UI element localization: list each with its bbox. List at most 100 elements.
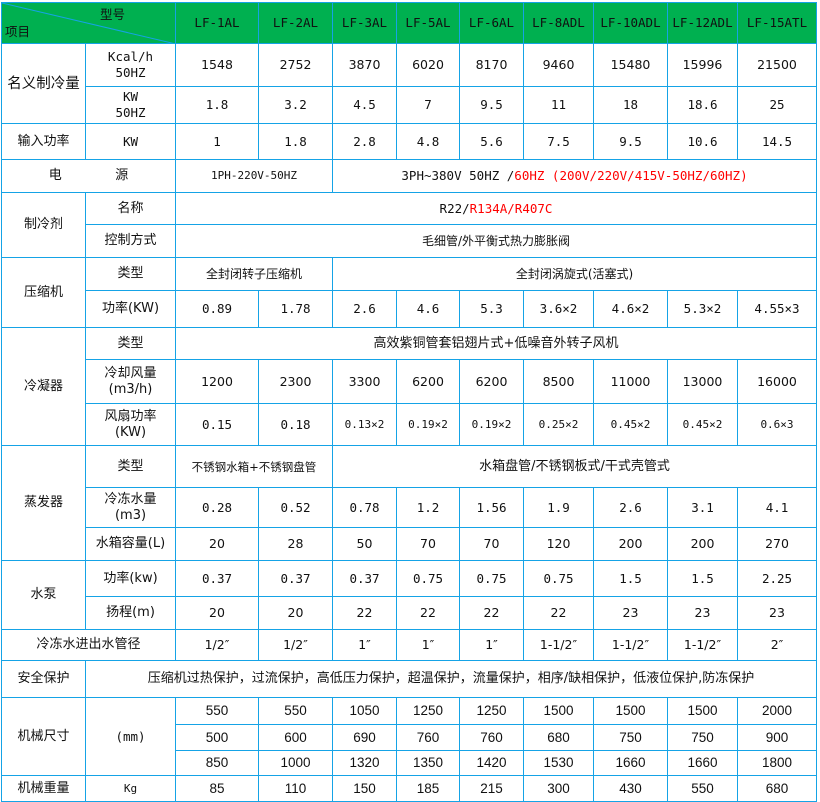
value-cell: 270 <box>737 527 817 561</box>
value-cell: 0.18 <box>258 403 333 446</box>
refrigerant-name-cell: R22/R134A/R407C <box>175 192 817 225</box>
value-cell: 0.75 <box>523 560 594 597</box>
value-cell: 20 <box>175 527 259 561</box>
compressor-type-small: 全封闭转子压缩机 <box>175 257 333 291</box>
value-cell: 4.1 <box>737 487 817 528</box>
value-cell: 6020 <box>396 43 460 87</box>
sub-label: 扬程(m) <box>85 596 176 630</box>
value-cell: 4.6×2 <box>593 290 668 328</box>
value-cell: 1-1/2″ <box>523 629 594 661</box>
weight-label: 机械重量 <box>1 775 86 802</box>
unit-line: Kcal/h <box>107 49 154 64</box>
value-cell: 9.5 <box>593 123 668 160</box>
value-cell: 0.78 <box>332 487 397 528</box>
value-cell: 1530 <box>523 750 594 776</box>
value-cell: 2000 <box>737 697 817 725</box>
value-cell: 5.3×2 <box>667 290 738 328</box>
row-dimensions: 机械尺寸 (mm) 550 550 1050 1250 1250 1500 1500 1500… <box>1 697 817 776</box>
value-cell: 3.2 <box>258 86 333 124</box>
value-cell: 7.5 <box>523 123 594 160</box>
label-part: 电 <box>48 168 62 183</box>
three-phase-text: 3PH~380V 50HZ / <box>401 168 515 183</box>
value-cell: 0.75 <box>396 560 460 597</box>
model-header: LF-10ADL <box>593 2 668 44</box>
value-cell: 215 <box>459 775 524 802</box>
value-cell: 15480 <box>593 43 668 87</box>
row-condenser-type: 冷凝器 类型 高效紫铜管套铝翅片式+低噪音外转子风机 <box>1 327 817 446</box>
value-cell: 1.9 <box>523 487 594 528</box>
label-line: 风扇功率 <box>104 408 157 424</box>
value-cell: 200 <box>667 527 738 561</box>
three-phase-cell: 3PH~380V 50HZ /60HZ (200V/220V/415V-50HZ… <box>332 159 817 193</box>
condenser-label: 冷凝器 <box>1 327 86 446</box>
value-cell: 20 <box>258 596 333 630</box>
evaporator-label: 蒸发器 <box>1 445 86 561</box>
unit-cell: KW 50HZ <box>85 86 176 124</box>
value-cell: 1500 <box>523 697 594 725</box>
evaporator-type-small: 不锈钢水箱+不锈钢盘管 <box>175 445 333 488</box>
value-cell: 4.5 <box>332 86 397 124</box>
sub-label: 冷却风量 (m3/h) <box>85 359 176 404</box>
value-cell: 1.2 <box>396 487 460 528</box>
unit-cell: KW <box>85 123 176 160</box>
weight-unit: Kg <box>85 775 176 802</box>
value-cell: 750 <box>593 724 668 751</box>
value-cell: 18.6 <box>667 86 738 124</box>
dimensions-unit: (mm) <box>85 697 176 776</box>
value-cell: 550 <box>175 697 259 725</box>
value-cell: 0.13×2 <box>332 403 397 446</box>
model-header: LF-15ATL <box>737 2 817 44</box>
value-cell: 1.5 <box>593 560 668 597</box>
value-cell: 85 <box>175 775 259 802</box>
value-cell: 0.15 <box>175 403 259 446</box>
input-power-label: 输入功率 <box>1 123 86 160</box>
value-cell: 4.8 <box>396 123 460 160</box>
value-cell: 1050 <box>332 697 397 725</box>
sub-label: 冷冻水量 (m3) <box>85 487 176 528</box>
value-cell: 760 <box>396 724 460 751</box>
value-cell: 22 <box>396 596 460 630</box>
row-pipe: 冷冻水进出水管径 1/2″ 1/2″ 1″ 1″ 1″ 1-1/2″ 1-1/2″ 1-1/2… <box>1 629 817 661</box>
value-cell: 0.19×2 <box>459 403 524 446</box>
value-cell: 0.37 <box>332 560 397 597</box>
row-evaporator-tank: 水箱容量(L) 20 28 50 70 70 120 200 200 270 <box>2 527 817 561</box>
condenser-type-cell: 高效紫铜管套铝翅片式+低噪音外转子风机 <box>175 327 817 360</box>
unit-cell: Kcal/h 50HZ <box>85 43 176 87</box>
compressor-label: 压缩机 <box>1 257 86 328</box>
value-cell: 23 <box>593 596 668 630</box>
pump-label: 水泵 <box>1 560 86 630</box>
value-cell: 430 <box>593 775 668 802</box>
cooling-label: 名义制冷量 <box>1 43 86 124</box>
value-cell: 70 <box>459 527 524 561</box>
model-header: LF-6AL <box>459 2 524 44</box>
value-cell: 22 <box>332 596 397 630</box>
value-cell: 13000 <box>667 359 738 404</box>
model-label: 型号 <box>99 7 125 22</box>
value-cell: 9460 <box>523 43 594 87</box>
value-cell: 6200 <box>459 359 524 404</box>
row-refrigerant-control: 控制方式 毛细管/外平衡式热力膨胀阀 <box>2 224 817 258</box>
value-cell: 1.8 <box>175 86 259 124</box>
compressor-type-large: 全封闭涡旋式(活塞式) <box>332 257 817 291</box>
value-cell: 3300 <box>332 359 397 404</box>
value-cell: 0.45×2 <box>593 403 668 446</box>
row-safety: 安全保护 压缩机过热保护，过流保护，高低压力保护，超温保护，流量保护，相序/缺相… <box>1 660 817 698</box>
value-cell: 1.78 <box>258 290 333 328</box>
item-label: 项目 <box>5 24 31 39</box>
value-cell: 23 <box>667 596 738 630</box>
row-condenser-fan: 风扇功率 (KW) 0.15 0.18 0.13×2 0.19×2 0.19×2 0.25×… <box>2 403 817 446</box>
row-condenser-airflow: 冷却风量 (m3/h) 1200 2300 3300 6200 6200 8500 11000… <box>2 359 817 404</box>
value-cell: 25 <box>737 86 817 124</box>
value-cell: 7 <box>396 86 460 124</box>
value-cell: 1.56 <box>459 487 524 528</box>
pipe-label: 冷冻水进出水管径 <box>1 629 176 661</box>
value-cell: 50 <box>332 527 397 561</box>
value-cell: 0.28 <box>175 487 259 528</box>
value-cell: 0.25×2 <box>523 403 594 446</box>
value-cell: 15996 <box>667 43 738 87</box>
row-compressor-power: 功率(KW) 0.89 1.78 2.6 4.6 5.3 3.6×2 4.6×2 5.3×2 4… <box>2 290 817 328</box>
header-row: 型号 项目 LF-1AL LF-2AL LF-3AL LF-5AL LF-6AL… <box>1 2 817 44</box>
value-cell: 8500 <box>523 359 594 404</box>
dimensions-label: 机械尺寸 <box>1 697 86 776</box>
single-phase-cell: 1PH-220V-50HZ <box>175 159 333 193</box>
